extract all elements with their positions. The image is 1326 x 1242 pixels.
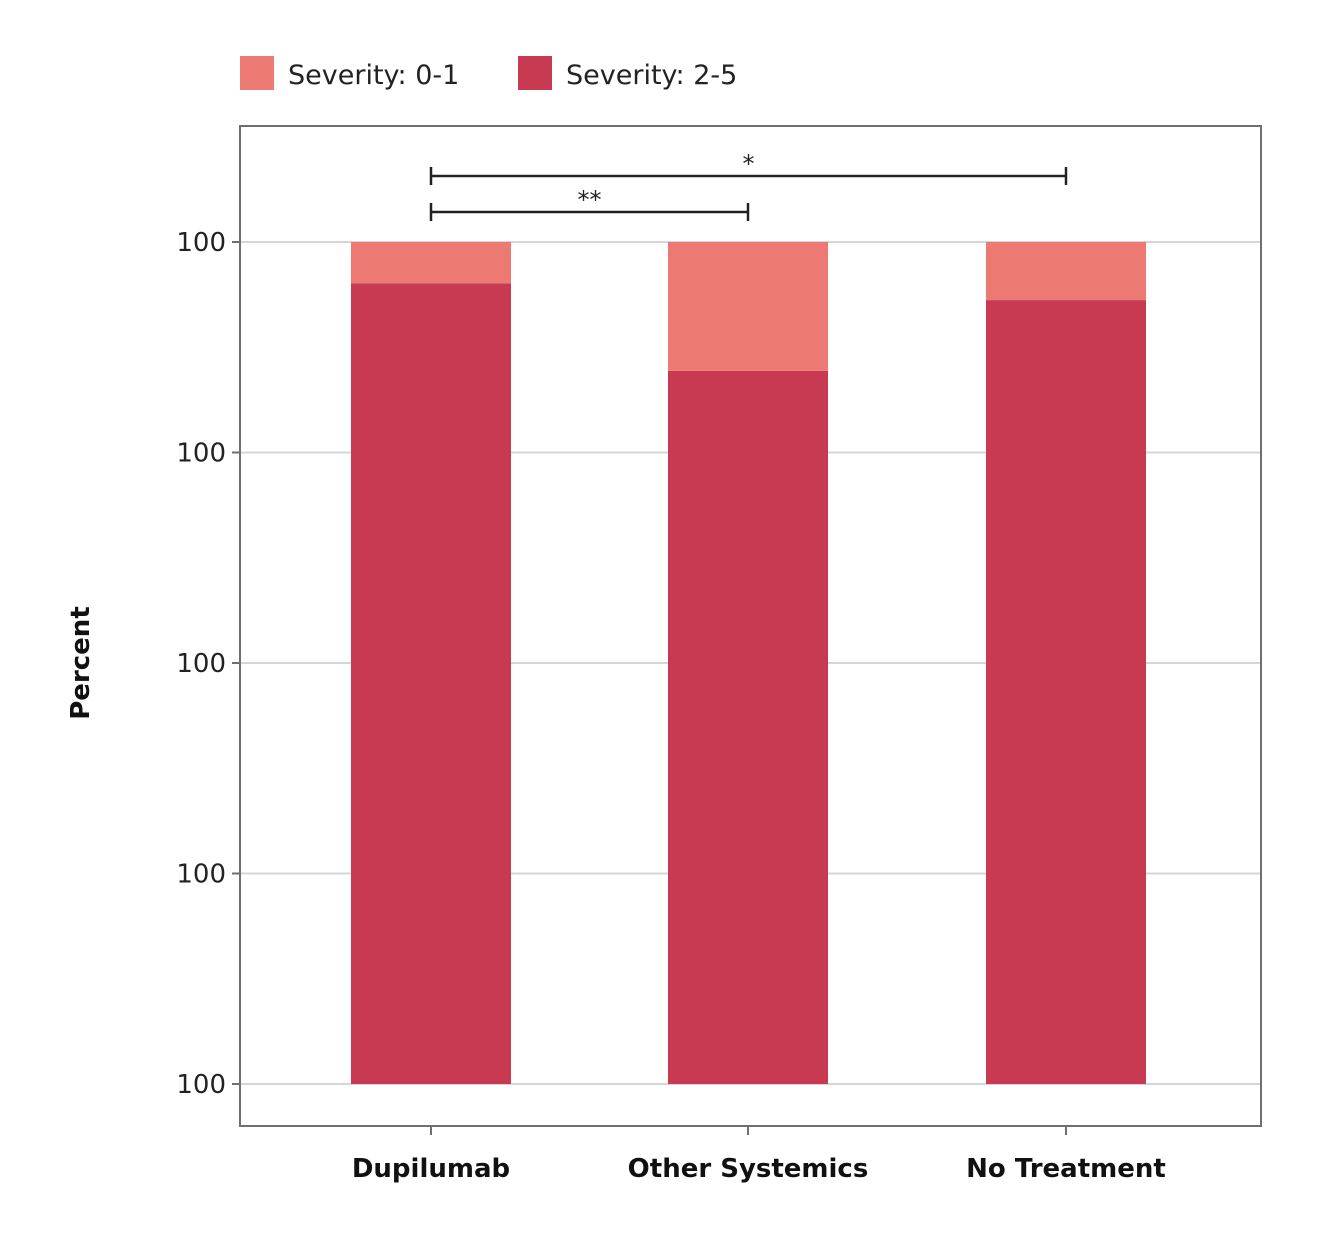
y-tick-label: 100 [176,860,226,890]
x-tick-label: Dupilumab [352,1154,510,1184]
significance-brackets: *** [429,150,1068,221]
x-tick-label: No Treatment [966,1154,1166,1184]
plot-frame [239,125,1262,1127]
y-tick-label: 100 [176,439,226,469]
bar-no-treatment-series-0 [986,300,1146,1084]
legend-label-severity-2-5: Severity: 2-5 [566,60,737,91]
y-tick-label: 100 [176,649,226,679]
y-tick-label: 100 [176,228,226,258]
bars [351,242,1146,1084]
bar-other-systemics-series-0 [668,370,828,1084]
legend-swatch-severity-2-5 [518,56,552,90]
x-axis-ticks: Dupilumab Other Systemics No Treatment [352,1126,1166,1184]
y-axis-title: Percent [66,606,96,720]
significance-bracket: * [429,150,1068,185]
y-axis-ticks: 100 100 100 100 100 [176,228,240,1100]
bar-dupilumab-series-0 [351,283,511,1084]
legend-label-severity-0-1: Severity: 0-1 [288,60,459,91]
y-tick-label: 100 [176,1070,226,1100]
significance-label: ** [578,186,602,214]
legend-swatch-severity-0-1 [240,56,274,90]
significance-label: * [743,150,755,178]
bar-other-systemics-series-1 [668,242,828,371]
bar-no-treatment-series-1 [986,242,1146,301]
bar-dupilumab-series-1 [351,242,511,284]
significance-bracket: ** [429,186,750,221]
legend: Severity: 0-1 Severity: 2-5 [240,56,737,91]
x-tick-label: Other Systemics [628,1154,869,1184]
